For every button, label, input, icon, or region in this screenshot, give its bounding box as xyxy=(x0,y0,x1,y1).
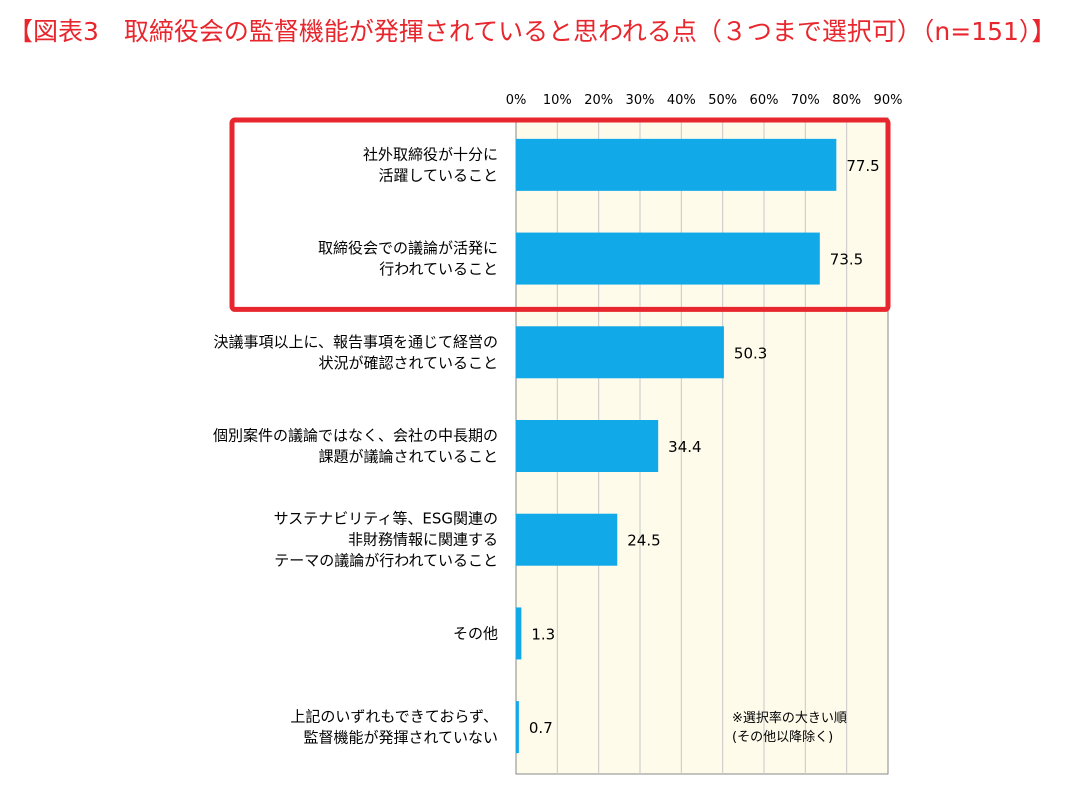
x-tick-label: 40% xyxy=(667,93,696,108)
category-label-line: 行われていること xyxy=(379,260,498,278)
category-label: 上記のいずれもできておらず、監督機能が発揮されていない xyxy=(290,708,498,747)
bar xyxy=(516,607,522,660)
value-labels: 77.5 73.5 50.3 34.4 24.5 1.3 0.7 xyxy=(529,157,880,737)
x-tick-label: 20% xyxy=(584,93,613,108)
chart-title: 【図表3 取締役会の監督機能が発揮されていると思われる点（３つまで選択可）（n=… xyxy=(8,17,1057,46)
data-label: 73.5 xyxy=(830,251,863,269)
x-axis-ticks: 0% 10% 20% 30% 40% 50% 60% 70% 80% 90% xyxy=(506,93,903,108)
bar xyxy=(516,420,659,472)
category-label-line: 個別案件の議論ではなく、会社の中長期の xyxy=(213,427,498,445)
bar xyxy=(516,138,837,191)
x-tick-label: 80% xyxy=(832,93,861,108)
category-label: サステナビリティ等、ESG関連の非財務情報に関連するテーマの議論が行われているこ… xyxy=(274,510,498,570)
category-label-line: サステナビリティ等、ESG関連の xyxy=(274,510,498,528)
category-label: 個別案件の議論ではなく、会社の中長期の課題が議論されていること xyxy=(213,427,498,466)
note-line: (その他以降除く) xyxy=(732,730,833,745)
category-label: 決議事項以上に、報告事項を通じて経営の状況が確認されていること xyxy=(213,333,498,372)
note-line: ※選択率の大きい順 xyxy=(732,710,847,726)
bar xyxy=(516,701,519,754)
category-labels: 社外取締役が十分に活躍していること取締役会での議論が活発に行われていること決議事… xyxy=(213,145,498,746)
category-label-line: 監督機能が発揮されていない xyxy=(303,729,498,747)
category-label-line: 取締役会での議論が活発に xyxy=(318,239,498,257)
x-tick-label: 0% xyxy=(506,93,527,108)
data-label: 0.7 xyxy=(529,719,553,737)
data-label: 1.3 xyxy=(531,625,555,643)
x-tick-label: 50% xyxy=(708,93,737,108)
category-label-line: 社外取締役が十分に xyxy=(363,145,498,163)
category-label-line: 状況が確認されていること xyxy=(318,354,498,372)
x-tick-label: 60% xyxy=(750,93,779,108)
x-tick-label: 10% xyxy=(543,93,572,108)
data-label: 50.3 xyxy=(734,344,767,362)
category-label-line: 決議事項以上に、報告事項を通じて経営の xyxy=(213,333,498,351)
data-label: 77.5 xyxy=(846,157,879,175)
category-label-line: 活躍していること xyxy=(378,166,498,184)
x-tick-label: 30% xyxy=(626,93,655,108)
data-label: 34.4 xyxy=(668,438,701,456)
bars xyxy=(516,138,837,754)
category-label-line: 非財務情報に関連する xyxy=(348,531,498,549)
x-tick-label: 90% xyxy=(874,93,903,108)
sort-note: ※選択率の大きい順 (その他以降除く) xyxy=(732,710,847,745)
bar xyxy=(516,232,820,285)
category-label: その他 xyxy=(453,624,498,642)
category-label-line: その他 xyxy=(453,624,498,642)
category-label: 取締役会での議論が活発に行われていること xyxy=(318,239,498,278)
bar xyxy=(516,513,618,566)
category-label: 社外取締役が十分に活躍していること xyxy=(363,145,498,184)
category-label-line: 課題が議論されていること xyxy=(318,448,498,466)
x-tick-label: 70% xyxy=(791,93,820,108)
category-label-line: 上記のいずれもできておらず、 xyxy=(290,708,498,726)
bar xyxy=(516,326,724,379)
category-label-line: テーマの議論が行われていること xyxy=(274,552,498,570)
data-label: 24.5 xyxy=(627,532,660,550)
highlight-box xyxy=(229,117,891,312)
